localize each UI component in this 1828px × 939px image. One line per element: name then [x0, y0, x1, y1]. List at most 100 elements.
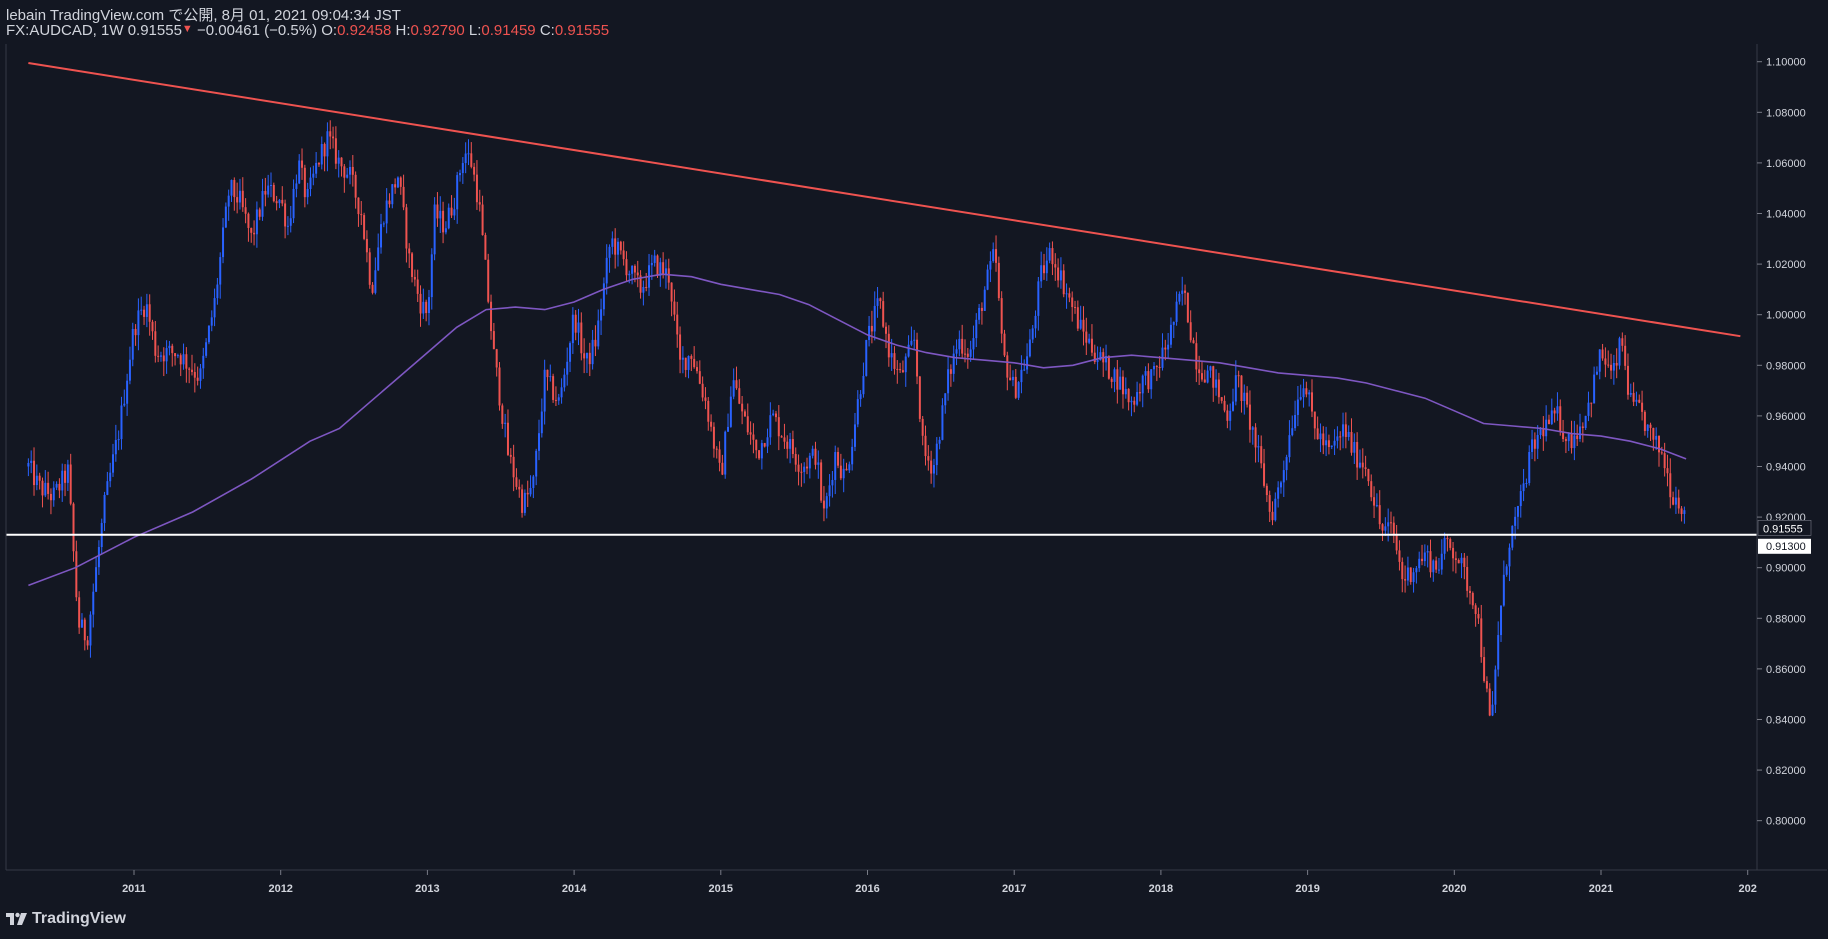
candle-body — [755, 439, 758, 451]
candle-body — [1155, 366, 1158, 368]
candle-body — [1593, 374, 1596, 404]
candle-body — [808, 455, 811, 469]
candle-body — [1057, 267, 1060, 281]
resistance-trendline[interactable] — [28, 61, 1741, 338]
x-tick-label: 202 — [1739, 883, 1757, 895]
candle-body — [1525, 483, 1528, 485]
candle-body — [560, 387, 563, 398]
candle-body — [1618, 338, 1621, 366]
candle-body — [143, 309, 146, 317]
candle-body — [459, 173, 462, 176]
candle-body — [690, 355, 693, 359]
candle-body — [433, 204, 436, 255]
candle-body — [210, 317, 213, 326]
candle-body — [927, 456, 930, 461]
candle-body — [1206, 370, 1209, 383]
candle-body — [1229, 410, 1232, 421]
candle-body — [1474, 605, 1477, 615]
candle-body — [704, 397, 707, 401]
candle-body — [72, 503, 75, 552]
candle-body — [315, 162, 318, 174]
candle-body — [66, 464, 69, 483]
last-price-label: 0.91555 — [1763, 523, 1803, 535]
candle-body — [286, 225, 289, 227]
candle-body — [509, 454, 512, 457]
plot-area[interactable] — [6, 44, 1757, 870]
candle-body — [1308, 392, 1311, 395]
candle-body — [1195, 343, 1198, 370]
y-tick-label: 0.80000 — [1766, 816, 1806, 828]
candle-body — [673, 301, 676, 315]
x-tick-label: 2016 — [855, 883, 879, 895]
candle-body — [1660, 452, 1663, 454]
candle-body — [901, 370, 904, 373]
candle-body — [157, 355, 160, 357]
candle-body — [1423, 552, 1426, 562]
axes: 1.10000 1.08000 1.06000 1.04000 1.02000 1.000… — [5, 44, 1827, 895]
candle-body — [1279, 482, 1282, 488]
candle-body — [710, 421, 713, 427]
candle-body — [236, 197, 239, 203]
candle-body — [1034, 315, 1037, 329]
candle-body — [1531, 439, 1534, 452]
candle-body — [1136, 392, 1139, 405]
candle-body — [636, 272, 639, 276]
candle-body — [162, 355, 165, 362]
candle-body — [1680, 508, 1683, 515]
candle-body — [642, 286, 645, 293]
candle-body — [193, 372, 196, 378]
candle-body — [394, 184, 397, 188]
open-label: O: — [321, 22, 338, 39]
candle-body — [732, 380, 735, 397]
candle-body — [289, 218, 292, 226]
candle-body — [760, 443, 763, 459]
candle-body — [128, 359, 131, 381]
candle-body — [614, 238, 617, 255]
candle-body — [343, 166, 346, 178]
candle-body — [450, 207, 453, 216]
candle-body — [1491, 704, 1494, 716]
moving-average-line[interactable] — [28, 273, 1687, 587]
candle-body — [913, 339, 916, 341]
candle-body — [718, 449, 721, 463]
candle-body — [870, 325, 873, 332]
candle-body — [140, 309, 143, 311]
candle-body — [1364, 467, 1367, 469]
candle-body — [269, 184, 272, 186]
candle-body — [1164, 347, 1167, 350]
candle-body — [267, 185, 270, 195]
candle-body — [1099, 352, 1102, 361]
candle-body — [1031, 328, 1034, 340]
candle-body — [191, 369, 194, 373]
candle-body — [780, 436, 783, 438]
candle-body — [532, 476, 535, 488]
candle-body — [1192, 340, 1195, 344]
candle-body — [64, 470, 67, 483]
candle-body — [1079, 319, 1082, 329]
candle-body — [244, 207, 247, 214]
candle-body — [1643, 411, 1646, 431]
candle-body — [1212, 366, 1215, 388]
candle-body — [275, 201, 278, 204]
candle-body — [1522, 483, 1525, 492]
candle-body — [368, 252, 371, 285]
candle-body — [30, 460, 33, 463]
tradingview-logo[interactable]: TradingView — [6, 910, 126, 928]
y-tick-label: 0.94000 — [1766, 461, 1806, 473]
candle-body — [1514, 516, 1517, 526]
candle-body — [958, 338, 961, 350]
candle-body — [44, 482, 47, 496]
candle-body — [1130, 400, 1133, 403]
candle-body — [1528, 451, 1531, 484]
y-tick-label: 0.86000 — [1766, 664, 1806, 676]
low-label: L: — [468, 22, 482, 39]
candle-body — [55, 483, 58, 488]
candle-body — [602, 283, 605, 310]
candle-body — [329, 131, 332, 137]
candle-body — [1003, 333, 1006, 356]
candle-body — [1088, 338, 1091, 343]
candle-body — [326, 131, 329, 157]
candle-body — [797, 464, 800, 472]
candle-body — [247, 213, 250, 228]
